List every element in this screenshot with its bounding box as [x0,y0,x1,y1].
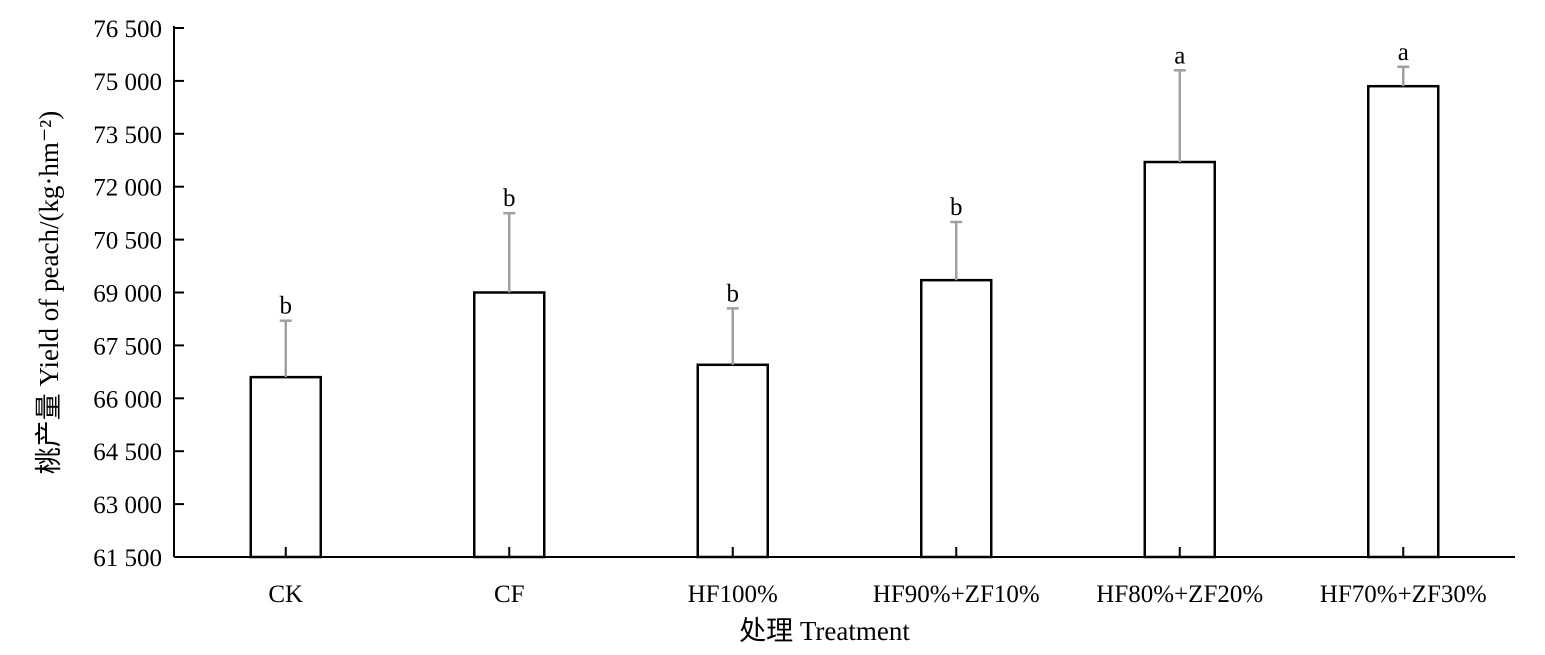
y-tick-label: 76 500 [93,16,162,43]
y-axis-ticks: 61 500 63 000 64 500 66 000 67 500 69 000 70 5… [93,16,184,572]
significance-label: b [503,185,516,212]
y-tick-label: 69 000 [93,281,162,308]
y-tick-label: 72 000 [93,175,162,202]
x-tick-label: HF80%+ZF20% [1096,581,1263,608]
bars-group: b b b b a a [249,39,1440,559]
significance-label: b [950,194,963,221]
significance-label: b [727,280,740,307]
y-tick-label: 67 500 [93,333,162,360]
bar [249,375,322,559]
x-tick-label: CK [268,581,303,608]
x-tick-label: HF90%+ZF10% [873,581,1040,608]
y-tick-label: 61 500 [93,545,162,572]
x-tick-label: HF70%+ZF30% [1320,581,1487,608]
bar [1367,84,1440,559]
bar [920,278,993,559]
y-tick-label: 64 500 [93,439,162,466]
y-tick-label: 66 000 [93,386,162,413]
y-tick-label: 75 000 [93,69,162,96]
bar [696,363,769,559]
x-tick-label: HF100% [688,581,778,608]
significance-label: b [280,293,293,320]
bar [473,291,546,559]
y-axis-title: 桃产量 Yield of peach/(kg·hm⁻²) [34,111,64,475]
y-tick-label: 73 500 [93,122,162,149]
significance-label: a [1398,39,1409,66]
significance-label: a [1174,42,1185,69]
x-axis-ticks: CK CF HF100% HF90%+ZF10% HF80%+ZF20% HF70%+ZF… [268,547,1487,608]
x-tick-label: CF [494,581,525,608]
bar [1143,160,1216,559]
y-tick-label: 70 500 [93,228,162,255]
x-axis-title: 处理 Treatment [739,616,910,646]
y-tick-label: 63 000 [93,492,162,519]
